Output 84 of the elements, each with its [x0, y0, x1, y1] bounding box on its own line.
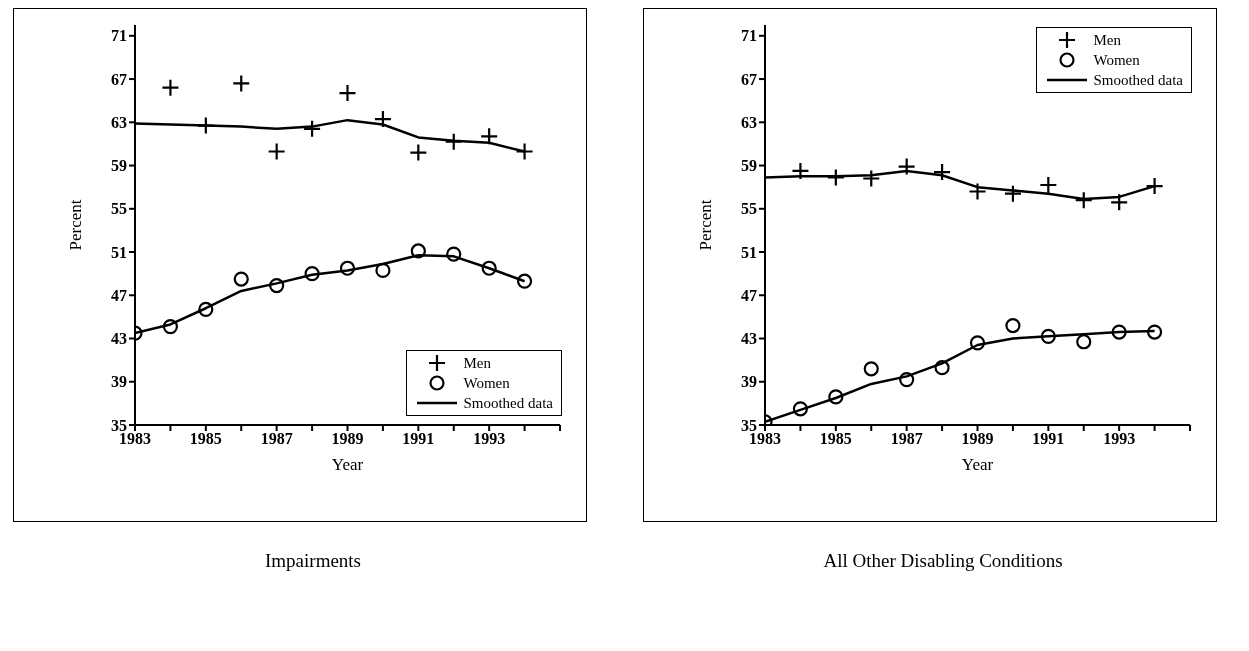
- point: [269, 277, 285, 294]
- legend-label: Smoothed data: [463, 394, 553, 412]
- point: [198, 301, 214, 317]
- x-tick-label: 1989: [331, 430, 364, 448]
- point: [515, 142, 534, 161]
- point: [304, 266, 320, 282]
- x-tick-label: 1991: [1032, 430, 1065, 448]
- y-tick-label: 43: [111, 330, 127, 348]
- y-tick-label: 59: [111, 157, 127, 175]
- point: [862, 169, 881, 188]
- y-tick-label: 39: [111, 373, 127, 391]
- x-tick-label: 1987: [260, 430, 293, 448]
- point: [828, 389, 844, 405]
- x-tick-label: 1993: [473, 430, 506, 448]
- y-axis-title: Percent: [696, 199, 716, 251]
- y-tick-label: 51: [741, 243, 757, 261]
- y-tick-label: 67: [741, 70, 757, 88]
- y-tick-label: 71: [111, 27, 127, 45]
- point: [302, 119, 322, 138]
- point: [791, 161, 810, 181]
- point: [233, 271, 249, 287]
- point: [934, 360, 950, 376]
- point: [196, 116, 215, 135]
- x-tick-label: 1993: [1103, 430, 1136, 448]
- point: [826, 168, 845, 187]
- point: [516, 273, 533, 289]
- point: [232, 74, 251, 93]
- point: [1110, 193, 1129, 212]
- point: [409, 143, 428, 162]
- x-tick-label: 1985: [819, 430, 852, 448]
- y-tick-label: 59: [741, 157, 757, 175]
- y-tick-label: 55: [111, 200, 127, 218]
- y-axis-title: Percent: [66, 199, 86, 251]
- y-tick-label: 55: [741, 200, 757, 218]
- y-tick-label: 67: [111, 70, 127, 88]
- y-tick-label: 47: [111, 286, 127, 304]
- point: [1003, 184, 1023, 203]
- point: [1040, 328, 1056, 344]
- point: [267, 142, 286, 161]
- point: [1076, 334, 1092, 350]
- x-tick-label: 1991: [402, 430, 435, 448]
- legend-label: Smoothed data: [1093, 71, 1183, 89]
- point: [339, 260, 356, 276]
- y-tick-label: 63: [111, 113, 127, 131]
- point: [338, 84, 357, 103]
- point: [1146, 324, 1163, 340]
- point: [792, 401, 809, 417]
- point: [1111, 324, 1127, 340]
- point: [410, 243, 426, 259]
- y-tick-label: 63: [741, 113, 757, 131]
- x-tick-label: 1989: [961, 430, 994, 448]
- point: [968, 182, 987, 201]
- point: [481, 260, 497, 276]
- x-tick-label: 1985: [189, 430, 222, 448]
- point: [897, 157, 916, 176]
- text: All Other Disabling Conditions: [822, 550, 1064, 572]
- point: [1145, 176, 1164, 196]
- x-axis-title: Year: [961, 455, 994, 474]
- point: [373, 109, 393, 129]
- y-tick-label: 51: [111, 243, 127, 261]
- point: [480, 127, 499, 146]
- x-tick-label: 1987: [890, 430, 923, 448]
- x-axis-title: Year: [331, 455, 364, 474]
- point: [969, 335, 986, 351]
- point: [444, 132, 463, 151]
- point: [1039, 175, 1058, 195]
- point: [932, 162, 952, 182]
- y-tick-label: 47: [741, 286, 757, 304]
- legend-label: Women: [463, 374, 510, 392]
- text: Impairments: [264, 550, 362, 572]
- y-tick-label: 39: [741, 373, 757, 391]
- point: [162, 319, 179, 335]
- point: [375, 262, 391, 278]
- point: [446, 246, 462, 262]
- point: [1074, 191, 1093, 210]
- legend-label: Men: [463, 354, 491, 372]
- y-tick-label: 43: [741, 330, 757, 348]
- y-tick-label: 71: [741, 27, 757, 45]
- point: [863, 361, 879, 377]
- point: [899, 372, 915, 388]
- point: [1005, 317, 1021, 334]
- legend-label: Men: [1093, 31, 1121, 49]
- point: [161, 78, 180, 97]
- legend-label: Women: [1093, 51, 1140, 69]
